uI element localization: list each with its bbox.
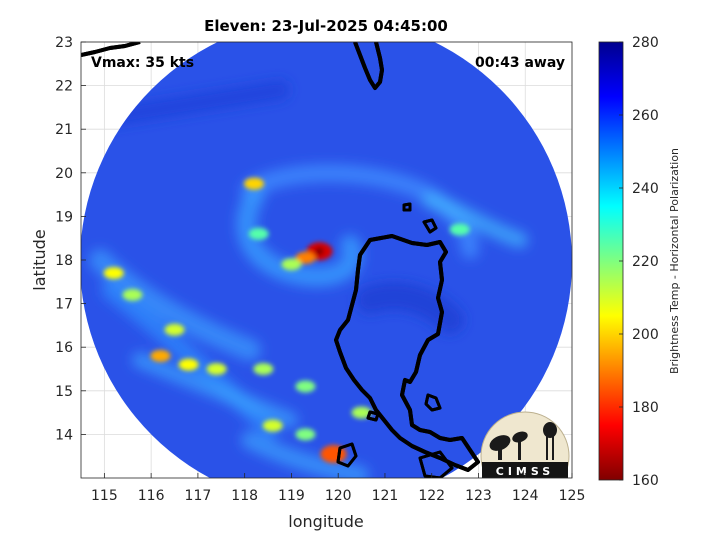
chart-title: Eleven: 23-Jul-2025 04:45:00 bbox=[204, 17, 448, 35]
convective-cell bbox=[122, 288, 143, 301]
logo-text: CIMSS bbox=[496, 465, 554, 478]
y-tick-label: 17 bbox=[55, 297, 73, 313]
convective-cell bbox=[351, 406, 372, 419]
x-tick-label: 125 bbox=[559, 488, 586, 504]
colorbar-tick-label: 180 bbox=[632, 400, 659, 416]
y-tick-label: 14 bbox=[55, 427, 73, 443]
convective-cell bbox=[281, 258, 302, 271]
y-axis-label: latitude bbox=[30, 229, 49, 290]
storm-center-core bbox=[315, 247, 324, 256]
colorbar-tick-label: 220 bbox=[632, 254, 659, 270]
y-tick-label: 22 bbox=[55, 79, 73, 95]
x-tick-label: 119 bbox=[278, 488, 305, 504]
x-tick-label: 120 bbox=[325, 488, 352, 504]
y-tick-label: 23 bbox=[55, 35, 73, 51]
convective-cell bbox=[178, 358, 199, 371]
cimss-logo: CIMSS bbox=[480, 411, 570, 478]
satellite-dish-icon bbox=[489, 431, 528, 460]
convective-cell bbox=[295, 380, 316, 393]
colorbar-tick-label: 160 bbox=[632, 473, 659, 489]
water-tower-icon bbox=[543, 422, 557, 460]
convective-cell bbox=[206, 363, 227, 375]
convective-cell bbox=[449, 223, 470, 236]
x-tick-label: 123 bbox=[465, 488, 492, 504]
y-tick-label: 15 bbox=[55, 384, 73, 400]
x-tick-label: 115 bbox=[91, 488, 118, 504]
coastlines bbox=[81, 42, 480, 478]
colorbar-ticks: 160 180 200 220 240 260 280 bbox=[619, 35, 659, 489]
convective-cell bbox=[103, 267, 124, 280]
y-tick-label: 19 bbox=[55, 209, 73, 225]
colorbar-tick-label: 280 bbox=[632, 35, 659, 51]
vmax-annotation: Vmax: 35 kts bbox=[91, 55, 194, 71]
x-axis: 115 116 117 118 119 120 121 122 123 124 125 bbox=[91, 473, 585, 504]
colorbar: 160 180 200 220 240 260 280 Brightness Temp - … bbox=[598, 35, 681, 489]
y-tick-label: 18 bbox=[55, 253, 73, 269]
x-tick-label: 124 bbox=[512, 488, 539, 504]
convective-cell bbox=[295, 428, 316, 441]
convective-cell bbox=[248, 227, 269, 240]
convective-cell bbox=[295, 251, 316, 264]
x-axis-label: longitude bbox=[288, 512, 363, 531]
logo-disk bbox=[480, 411, 570, 478]
y-tick-label: 16 bbox=[55, 340, 73, 356]
convective-cell bbox=[244, 177, 265, 190]
colorbar-tick-label: 260 bbox=[632, 108, 659, 124]
time-away-annotation: 00:43 away bbox=[475, 55, 565, 71]
y-tick-label: 20 bbox=[55, 166, 73, 182]
logo-ground bbox=[482, 462, 568, 478]
convective-cell bbox=[150, 349, 171, 362]
x-tick-label: 117 bbox=[185, 488, 212, 504]
x-tick-label: 122 bbox=[418, 488, 445, 504]
x-tick-label: 116 bbox=[138, 488, 165, 504]
colorbar-label: Brightness Temp - Horizontal Polarizatio… bbox=[668, 148, 681, 374]
x-tick-label: 118 bbox=[231, 488, 258, 504]
y-tick-label: 21 bbox=[55, 122, 73, 138]
x-tick-label: 121 bbox=[372, 488, 399, 504]
convective-cells bbox=[103, 177, 470, 464]
colorbar-tick-label: 240 bbox=[632, 181, 659, 197]
y-axis: 14 15 16 17 18 19 20 21 22 23 bbox=[55, 35, 86, 443]
colorbar-tick-label: 200 bbox=[632, 327, 659, 343]
convective-cell bbox=[253, 363, 274, 375]
convective-cell bbox=[262, 419, 283, 432]
convective-cell bbox=[164, 323, 185, 336]
